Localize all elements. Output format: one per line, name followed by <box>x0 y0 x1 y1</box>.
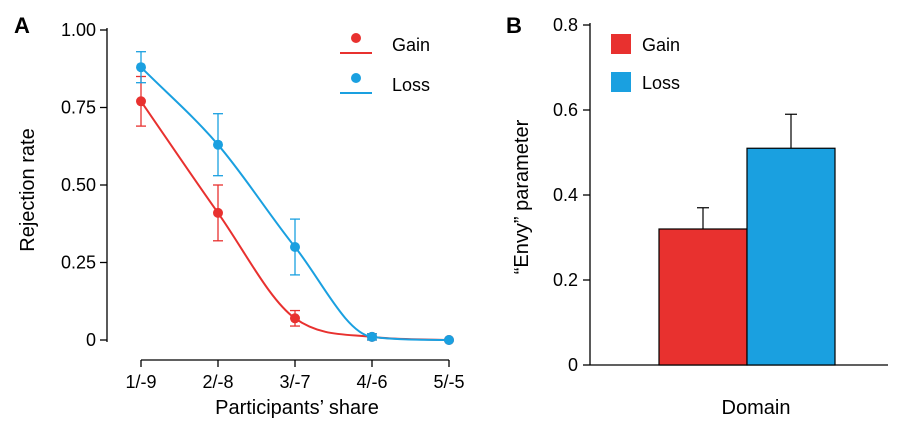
panel-b-legend-swatch-gain <box>611 34 631 54</box>
panel-a-y-tick-label: 0 <box>86 330 96 350</box>
panel-a-y-tick-label: 0.50 <box>61 175 96 195</box>
panel-b-legend-label-gain: Gain <box>642 35 680 55</box>
panel-a-fit-curve-loss <box>140 66 450 341</box>
panel-a-point-gain <box>213 207 223 218</box>
panel-a-y-axis-title: Rejection rate <box>17 128 39 251</box>
panel-a-point-loss <box>136 62 146 73</box>
panel-a-point-loss <box>367 331 377 342</box>
panel-a-point-gain <box>136 96 146 107</box>
panel-a-x-axis-title: Participants’ share <box>215 397 379 419</box>
panel-a-x-tick-label: 1/-9 <box>125 372 156 392</box>
panel-b-bar-gain <box>658 228 748 366</box>
panel-a-legend-label-loss: Loss <box>392 75 430 95</box>
panel-b-legend: Gain Loss <box>611 34 680 93</box>
panel-a-legend-marker-gain <box>351 33 361 43</box>
panel-a-letter: A <box>14 13 30 38</box>
panel-a-point-gain <box>290 313 300 324</box>
panel-b-y-tick-label: 0 <box>568 355 578 375</box>
panel-a-point-loss <box>290 242 300 252</box>
panel-b-y-axis-title: “Envy” parameter <box>511 119 533 274</box>
panel-a-y-tick-label: 0.25 <box>61 253 96 273</box>
panel-b-legend-swatch-loss <box>611 72 631 92</box>
panel-b-letter: B <box>506 13 522 38</box>
panel-b-x-axis-title: Domain <box>722 397 791 419</box>
panel-a-series <box>136 51 454 345</box>
panel-a-axes: 0 0.25 0.50 0.75 1.00 1/-9 2/-8 3/-7 4/-6 5/-5 <box>61 20 465 392</box>
panel-b-bar-loss <box>746 147 836 366</box>
panel-a-x-tick-label: 4/-6 <box>356 372 387 392</box>
panel-a-line-chart: A Rejection rate Participants’ share 0 0.… <box>14 13 465 419</box>
panel-a-legend: Gain Loss <box>340 33 430 95</box>
panel-a-point-loss <box>213 139 223 150</box>
panel-b-y-tick-label: 0.6 <box>553 100 578 120</box>
panel-b-bar-chart: B “Envy” parameter Domain 00.20.40.60.8 … <box>506 13 888 419</box>
panel-b-legend-label-loss: Loss <box>642 73 680 93</box>
panel-b-y-tick-label: 0.4 <box>553 185 578 205</box>
panel-a-y-tick-label: 1.00 <box>61 20 96 40</box>
panel-a-legend-label-gain: Gain <box>392 35 430 55</box>
panel-a-x-tick-label: 5/-5 <box>433 372 464 392</box>
panel-a-legend-marker-loss <box>351 73 361 83</box>
panel-a-x-tick-label: 2/-8 <box>202 372 233 392</box>
panel-b-y-tick-label: 0.2 <box>553 270 578 290</box>
panel-b-y-tick-label: 0.8 <box>553 15 578 35</box>
panel-a-x-tick-label: 3/-7 <box>279 372 310 392</box>
panel-a-y-tick-label: 0.75 <box>61 98 96 118</box>
panel-b-bars <box>658 113 836 366</box>
panel-a-point-loss <box>444 335 454 345</box>
